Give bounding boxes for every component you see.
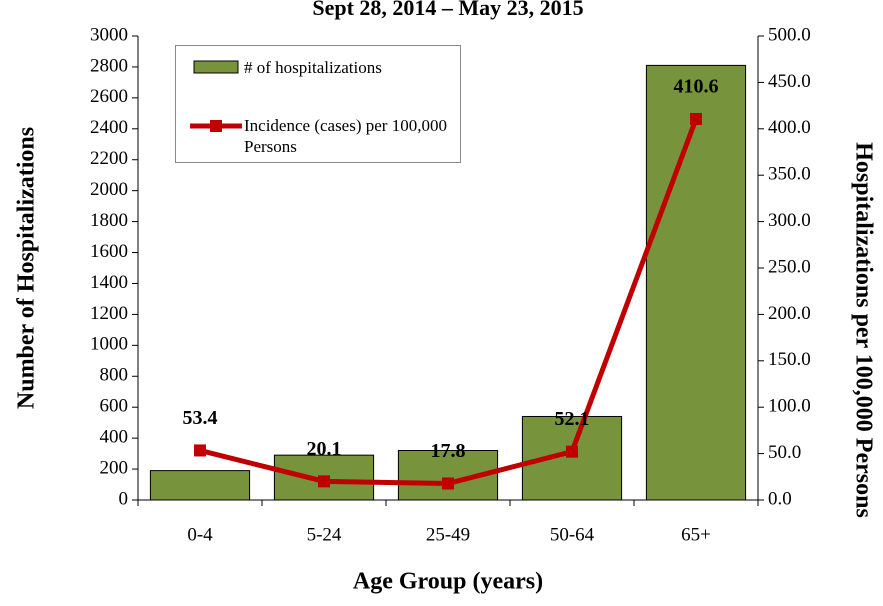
y-tick-label: 3000 — [90, 24, 128, 45]
y2-tick-label: 50.0 — [768, 442, 801, 463]
y2-tick-label: 150.0 — [768, 349, 811, 370]
y2-tick-label: 450.0 — [768, 71, 811, 92]
y2-tick-label: 350.0 — [768, 164, 811, 185]
y-tick-label: 200 — [100, 457, 129, 478]
legend-label: # of hospitalizations — [244, 58, 382, 77]
y-tick-label: 1000 — [90, 334, 128, 355]
x-tick-label: 5-24 — [307, 524, 342, 545]
y-tick-label: 2000 — [90, 179, 128, 200]
y-tick-label: 400 — [100, 426, 129, 447]
swatch — [193, 60, 239, 74]
bar — [645, 64, 747, 501]
line-marker — [194, 444, 206, 457]
x-tick-label: 25-49 — [426, 524, 470, 545]
value-label: 20.1 — [307, 438, 342, 460]
y2-tick-label: 250.0 — [768, 256, 811, 277]
y-tick-label: 2400 — [90, 117, 128, 138]
y-tick-label: 1400 — [90, 272, 128, 293]
y2-tick-label: 0.0 — [768, 488, 792, 509]
value-label: 17.8 — [431, 440, 466, 462]
line-marker — [566, 445, 578, 458]
legend-swatch — [190, 120, 242, 132]
x-tick-label: 50-64 — [550, 524, 595, 545]
value-label: 53.4 — [183, 407, 218, 429]
x-tick-label: 0-4 — [187, 524, 213, 545]
y-tick-label: 1200 — [90, 303, 128, 324]
y2-tick-label: 500.0 — [768, 24, 811, 45]
value-label: 410.6 — [674, 76, 719, 98]
bar — [149, 470, 251, 501]
y-tick-label: 0 — [119, 488, 129, 509]
y-tick-label: 2200 — [90, 148, 128, 169]
x-tick-label: 65+ — [681, 524, 711, 545]
y-tick-label: 2600 — [90, 86, 128, 107]
y2-axis-title: Hospitalizations per 100,000 Persons — [850, 142, 876, 518]
legend-swatch — [193, 60, 239, 74]
legend: # of hospitalizations Incidence (cases) p… — [175, 45, 461, 163]
y-tick-label: 600 — [100, 396, 129, 417]
y2-tick-label: 200.0 — [768, 303, 811, 324]
legend-entry: # of hospitalizations — [190, 57, 454, 79]
y2-tick-label: 100.0 — [768, 396, 811, 417]
y2-tick-label: 300.0 — [768, 210, 811, 231]
legend-entry: Incidence (cases) per 100,000 Persons — [190, 115, 454, 157]
line-marker — [318, 475, 330, 488]
y-tick-label: 800 — [100, 365, 129, 386]
y2-tick-label: 400.0 — [768, 117, 811, 138]
y-tick-label: 2800 — [90, 55, 128, 76]
legend-label: Incidence (cases) per 100,000 Persons — [244, 116, 447, 156]
y-tick-label: 1800 — [90, 210, 128, 231]
x-axis-title: Age Group (years) — [353, 569, 543, 595]
y-tick-label: 1600 — [90, 241, 128, 262]
value-label: 52.1 — [555, 408, 590, 430]
y-axis-title: Number of Hospitalizations — [14, 127, 40, 409]
chart-title: Sept 28, 2014 – May 23, 2015 — [312, 0, 583, 20]
line-marker — [442, 477, 454, 490]
swatch-marker — [210, 120, 222, 132]
line-marker — [690, 112, 702, 125]
